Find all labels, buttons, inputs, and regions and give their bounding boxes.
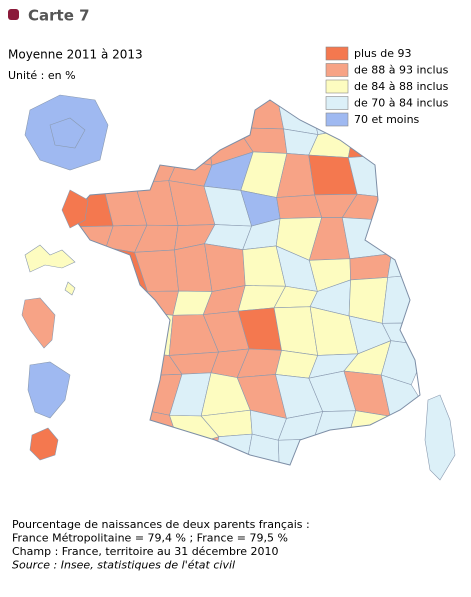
metropolitan-map xyxy=(72,100,420,465)
department xyxy=(96,339,147,388)
guadeloupe xyxy=(24,244,76,273)
department xyxy=(101,163,149,184)
guadeloupe-island xyxy=(64,281,76,296)
legend-label: de 84 à 88 inclus xyxy=(354,80,449,93)
department xyxy=(381,126,420,156)
department xyxy=(72,386,109,408)
footer-line: France Métropolitaine = 79,4 % ; France … xyxy=(12,532,288,545)
legend-label: de 88 à 93 inclus xyxy=(354,64,449,77)
department xyxy=(174,100,217,127)
department xyxy=(131,444,182,465)
department xyxy=(102,100,147,122)
department xyxy=(376,434,420,465)
legend-label: de 70 à 84 inclus xyxy=(354,97,449,110)
department xyxy=(97,286,148,313)
footer-line: Pourcentage de naissances de deux parent… xyxy=(12,518,310,531)
legend-swatch xyxy=(325,63,349,77)
department xyxy=(276,194,323,219)
legend-swatch xyxy=(325,112,349,127)
title: Carte 7 xyxy=(28,7,90,25)
footer-line: Champ : France, territoire au 31 décembr… xyxy=(12,545,279,558)
department xyxy=(72,339,109,388)
department xyxy=(72,225,114,251)
guyane xyxy=(27,361,71,419)
department xyxy=(174,124,213,166)
department xyxy=(72,443,113,465)
martinique xyxy=(21,297,56,349)
department xyxy=(236,100,284,130)
department xyxy=(131,100,182,126)
department xyxy=(376,212,420,256)
department xyxy=(348,277,389,324)
footer-line: Source : Insee, statistiques de l'état c… xyxy=(12,559,235,572)
mayotte-neighbor xyxy=(61,189,89,229)
title-icon xyxy=(8,9,19,20)
legend-swatch xyxy=(325,96,349,110)
department xyxy=(96,309,144,354)
department xyxy=(95,407,147,446)
department xyxy=(169,436,220,465)
department xyxy=(131,118,179,164)
department xyxy=(102,118,149,165)
legend-label: plus de 93 xyxy=(354,47,411,60)
france-outline xyxy=(71,99,421,466)
department xyxy=(347,128,388,158)
legend-swatch xyxy=(325,46,349,61)
reunion xyxy=(29,427,59,461)
department xyxy=(95,375,147,410)
department xyxy=(313,435,354,465)
department xyxy=(376,193,420,221)
unit: Unité : en % xyxy=(8,69,76,82)
subtitle: Moyenne 2011 à 2013 xyxy=(8,48,143,62)
department xyxy=(102,443,147,465)
department xyxy=(72,406,113,445)
footer: Pourcentage de naissances de deux parent… xyxy=(12,518,310,572)
corsica xyxy=(424,394,456,481)
legend: plus de 93 de 88 à 93 inclus de 84 à 88 in… xyxy=(325,46,449,127)
department xyxy=(387,253,420,278)
department xyxy=(142,290,179,316)
department xyxy=(381,274,420,324)
paris-inset xyxy=(49,117,86,149)
legend-swatch xyxy=(325,79,349,94)
department xyxy=(381,155,420,199)
department xyxy=(348,435,389,465)
department xyxy=(72,309,110,341)
legend-label: 70 et moins xyxy=(354,113,420,126)
department xyxy=(205,100,251,129)
department xyxy=(277,438,323,465)
